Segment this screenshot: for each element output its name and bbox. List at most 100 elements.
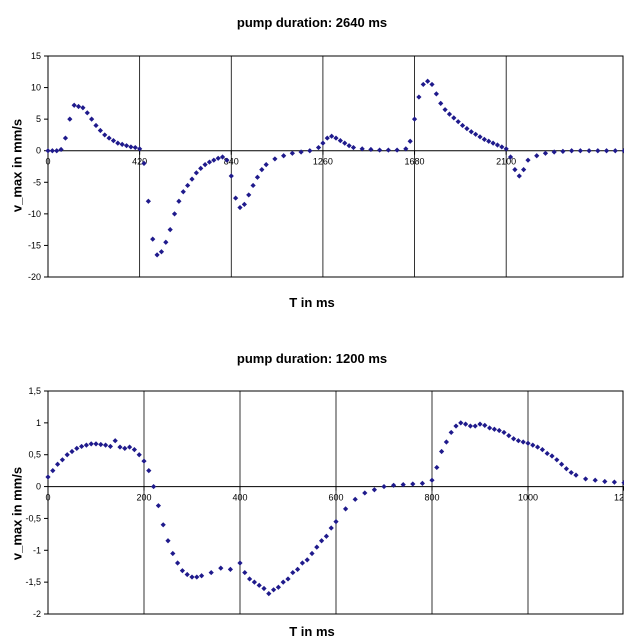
chart1-ytick-label: -15 — [28, 240, 41, 250]
chart2-data-point — [520, 439, 526, 445]
chart2-data-point — [319, 538, 325, 544]
chart1-data-point — [215, 155, 221, 161]
chart1-data-point — [202, 162, 208, 168]
chart1-data-point — [346, 143, 352, 149]
chart1-data-point — [499, 144, 505, 150]
chart2-data-point — [477, 421, 483, 427]
chart1-data-point — [128, 144, 134, 150]
chart1-data-point — [67, 116, 73, 122]
chart2-ytick-label: -1,5 — [25, 577, 41, 587]
chart1-data-point — [49, 148, 55, 154]
chart2-data-point — [592, 477, 598, 483]
chart1-data-point — [516, 173, 522, 179]
chart2-data-point — [299, 560, 305, 566]
chart2-title: pump duration: 1200 ms — [236, 351, 388, 366]
chart1-data-point — [141, 160, 147, 166]
chart1-data-point — [193, 170, 199, 176]
chart2-data-point — [506, 433, 512, 439]
chart2-data-point — [50, 468, 56, 474]
chart1-data-point — [333, 135, 339, 141]
chart1-data-point — [595, 148, 601, 154]
chart2-data-point — [55, 461, 61, 467]
chart2-data-point — [271, 587, 277, 593]
chart1-data-point — [542, 150, 549, 156]
chart2-data-point — [343, 506, 349, 512]
chart1-data-point — [494, 142, 501, 148]
chart2-data-point — [501, 429, 507, 436]
chart1-data-point — [486, 138, 492, 144]
chart2-data-point — [285, 576, 291, 582]
chart2-data-point — [155, 503, 161, 509]
chart1-data-point — [586, 148, 592, 154]
chart1-data-point — [272, 156, 278, 162]
chart1-data-point — [525, 157, 531, 163]
chart2-data-point — [530, 442, 536, 448]
chart2-xtick-label: 200 — [136, 493, 151, 503]
chart2-data-point — [261, 585, 267, 592]
chart2-data-point — [439, 448, 445, 455]
chart1-data-point — [154, 252, 160, 258]
chart2-data-point — [165, 538, 171, 544]
chart2-data-point — [227, 566, 233, 572]
chart2-data-point — [314, 544, 320, 550]
chart1-data-point — [89, 116, 95, 122]
chart2-data-point — [93, 441, 99, 447]
chart1-data-point — [350, 144, 357, 151]
chart1-data-point — [368, 146, 374, 153]
chart2-data-point — [88, 441, 94, 447]
chart2-data-point — [136, 452, 142, 458]
chart1-ytick-label: 5 — [36, 114, 41, 124]
chart2-data-point — [453, 423, 459, 429]
chart2-data-point — [146, 468, 152, 474]
chart1-data-point — [298, 149, 304, 155]
chart2-data-point — [175, 560, 181, 566]
chart1-data-point — [106, 135, 112, 141]
chart2-ytick-label: 1 — [36, 418, 41, 428]
chart2-data-point — [419, 480, 425, 486]
chart2-data-point — [467, 423, 473, 429]
chart2-data-point — [602, 478, 608, 485]
chart1-data-point — [219, 154, 226, 160]
chart2-data-point — [74, 445, 80, 451]
chart1-data-point — [342, 140, 348, 146]
chart1-data-point — [307, 148, 313, 154]
chart2-data-point — [559, 461, 565, 467]
chart2-data-point — [400, 482, 406, 488]
chart2-data-point — [535, 444, 541, 450]
chart2-ytick-label: 0 — [36, 482, 41, 492]
chart1-data-point — [80, 105, 86, 111]
chart1-data-point — [324, 135, 330, 141]
chart2-data-point — [179, 568, 185, 574]
chart2-data-point — [103, 442, 109, 448]
chart2-ytick-label: 0,5 — [28, 450, 41, 460]
chart1-data-point — [180, 189, 186, 195]
chart1-data-point — [259, 167, 265, 173]
chart1-data-point — [228, 173, 234, 179]
chart2-data-point — [448, 429, 454, 436]
chart1-data-point — [420, 81, 426, 88]
chart1-data-point — [93, 122, 99, 129]
chart1-ytick-label: -5 — [33, 177, 41, 187]
chart1-xtick-label: 1260 — [313, 157, 333, 167]
chart2-data-point — [333, 519, 339, 525]
chart1-ytick-label: -20 — [28, 272, 41, 282]
chart2-data-point — [170, 550, 176, 557]
chart2-data-point — [266, 591, 272, 597]
chart2-data-point — [328, 525, 334, 531]
chart1-data-point — [425, 78, 431, 84]
chart2-data-point — [309, 550, 315, 557]
chart2-data-point — [290, 569, 296, 576]
chart2-data-point — [434, 464, 440, 471]
chart2-data-point — [160, 522, 166, 528]
chart1-data-point — [198, 165, 204, 171]
chart2-xtick-label: 400 — [232, 493, 247, 503]
chart2-data-point — [218, 565, 224, 571]
chart1-data-point — [481, 136, 487, 142]
chart1-data-point — [416, 94, 422, 100]
chart2-data-point — [381, 483, 387, 490]
chart2-data-point — [371, 487, 377, 493]
chart1-xlabel: T in ms — [289, 295, 335, 310]
chart1-data-point — [551, 149, 557, 155]
chart2-data-point — [304, 557, 310, 563]
